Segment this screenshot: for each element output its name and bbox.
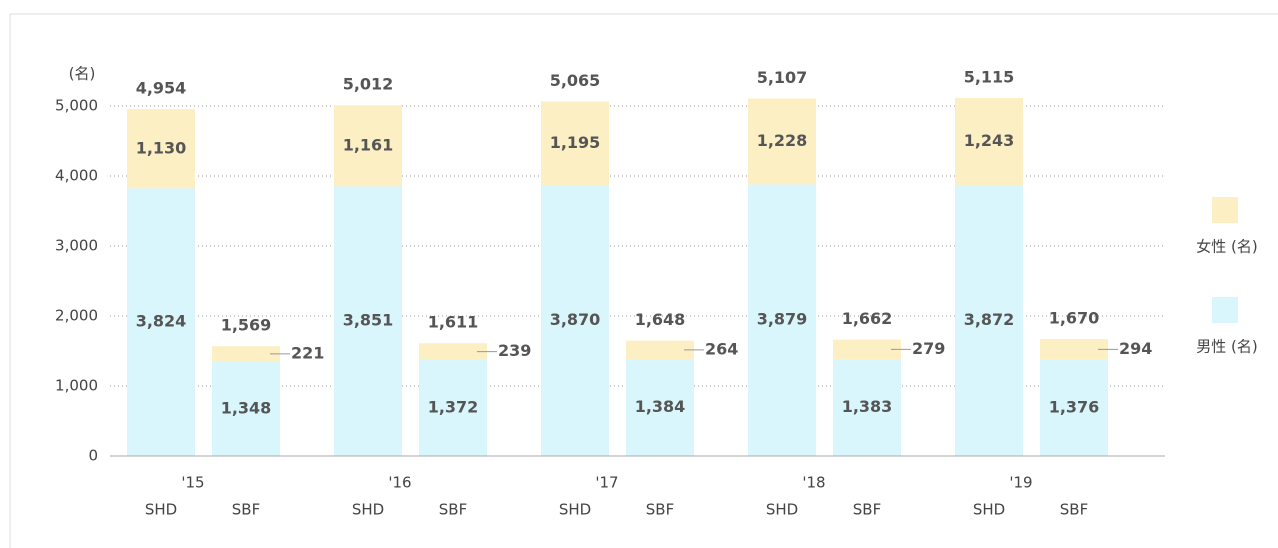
x-tick-label: SHD <box>766 501 798 519</box>
group-label: '18 <box>802 474 825 492</box>
value-label: 1,372 <box>428 397 479 416</box>
value-label: 239 <box>498 341 531 360</box>
value-label: 1,228 <box>757 131 808 150</box>
y-tick-label: 3,000 <box>55 237 98 255</box>
value-label: 1,384 <box>635 397 686 416</box>
total-label: 4,954 <box>136 79 187 98</box>
bar-segment <box>334 105 402 187</box>
total-label: 5,012 <box>343 75 394 94</box>
value-label: 294 <box>1119 339 1152 358</box>
value-label: 3,879 <box>757 310 808 329</box>
group-label: '15 <box>181 474 204 492</box>
x-tick-label: SHD <box>352 501 384 519</box>
bar-segment <box>626 340 694 360</box>
value-label: 1,348 <box>221 398 272 417</box>
x-tick-label: SBF <box>232 501 260 519</box>
total-label: 5,115 <box>964 67 1015 86</box>
value-label: 1,130 <box>136 138 187 157</box>
value-label: 3,851 <box>343 311 394 330</box>
total-label: 1,648 <box>635 310 686 329</box>
value-label: 1,161 <box>343 135 394 154</box>
total-label: 1,569 <box>221 316 272 335</box>
value-label: 1,376 <box>1049 397 1100 416</box>
y-tick-label: 5,000 <box>55 97 98 115</box>
x-tick-label: SBF <box>1060 501 1088 519</box>
y-tick-label: 2,000 <box>55 307 98 325</box>
group-label: '17 <box>595 474 618 492</box>
x-tick-label: SHD <box>559 501 591 519</box>
bar-segment <box>748 184 816 456</box>
legend-label: 女性 (名) <box>1196 238 1257 256</box>
total-label: 1,662 <box>842 309 893 328</box>
value-label: 1,243 <box>964 131 1015 150</box>
bar-segment <box>748 98 816 185</box>
bar-segment <box>334 186 402 456</box>
total-label: 1,611 <box>428 313 479 332</box>
value-label: 3,870 <box>550 310 601 329</box>
x-tick-label: SBF <box>439 501 467 519</box>
bar-segment <box>1040 359 1108 456</box>
y-tick-label: 0 <box>88 447 98 465</box>
total-label: 5,107 <box>757 68 808 87</box>
value-label: 1,195 <box>550 133 601 152</box>
bar-segment <box>955 97 1023 185</box>
value-label: 221 <box>291 343 324 362</box>
legend-label: 男性 (名) <box>1196 338 1257 356</box>
bar-segment <box>419 359 487 456</box>
bar-segment <box>127 109 195 189</box>
x-tick-label: SHD <box>973 501 1005 519</box>
value-label: 3,824 <box>136 312 187 331</box>
value-label: 279 <box>912 339 945 358</box>
group-label: '19 <box>1009 474 1032 492</box>
y-tick-label: 4,000 <box>55 167 98 185</box>
bar-segment <box>833 339 901 360</box>
x-tick-label: SHD <box>145 501 177 519</box>
bar-segment <box>419 343 487 360</box>
value-label: 1,383 <box>842 397 893 416</box>
x-tick-label: SBF <box>853 501 881 519</box>
bar-segment <box>626 359 694 456</box>
group-label: '16 <box>388 474 411 492</box>
legend-swatch <box>1212 297 1238 323</box>
bar-segment <box>541 101 609 186</box>
bar-segment <box>955 184 1023 456</box>
value-label: 264 <box>705 339 738 358</box>
unit-label: (名) <box>69 65 96 83</box>
bar-segment <box>127 188 195 456</box>
total-label: 5,065 <box>550 71 601 90</box>
bar-segment <box>541 185 609 456</box>
value-label: 3,872 <box>964 310 1015 329</box>
bar-segment <box>833 359 901 456</box>
x-tick-label: SBF <box>646 501 674 519</box>
y-tick-label: 1,000 <box>55 377 98 395</box>
bar-segment <box>212 346 280 362</box>
total-label: 1,670 <box>1049 309 1100 328</box>
bar-segment <box>212 361 280 456</box>
legend-swatch <box>1212 197 1238 223</box>
bar-segment <box>1040 339 1108 360</box>
